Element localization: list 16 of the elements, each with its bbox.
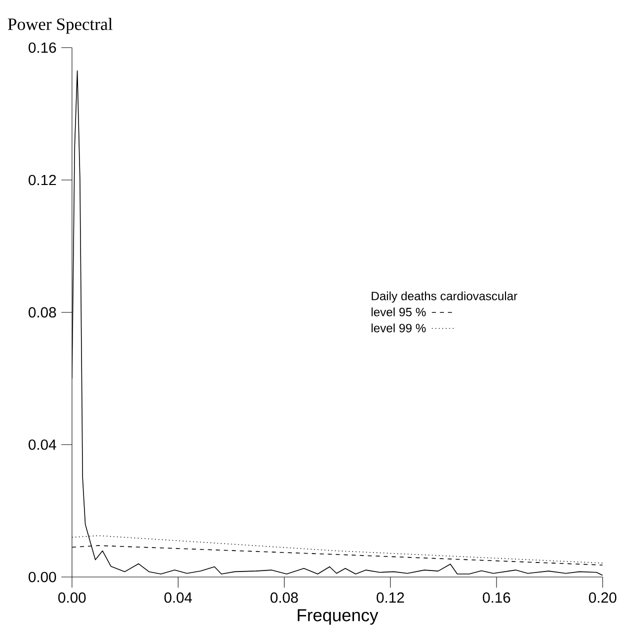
x-axis-title: Frequency xyxy=(298,609,378,625)
y-tick-label: 0.00 xyxy=(28,572,56,582)
y-tick-label: 0.16 xyxy=(28,42,56,53)
x-tick-label: 0.00 xyxy=(58,592,86,603)
legend-label: level 99 % xyxy=(372,324,426,332)
legend-title: Daily deaths cardiovascular xyxy=(372,291,518,303)
x-tick-label: 0.20 xyxy=(588,592,616,603)
x-tick-label: 0.08 xyxy=(270,592,298,603)
y-axis-title: Power Spectral xyxy=(8,18,112,34)
x-tick-label: 0.12 xyxy=(376,592,404,603)
y-tick-label: 0.08 xyxy=(28,307,56,318)
x-tick-label: 0.04 xyxy=(164,592,192,603)
legend-label: level 95 % xyxy=(372,307,426,316)
y-tick-label: 0.04 xyxy=(28,439,56,450)
x-tick-label: 0.16 xyxy=(482,592,510,603)
y-tick-label: 0.12 xyxy=(28,174,56,186)
